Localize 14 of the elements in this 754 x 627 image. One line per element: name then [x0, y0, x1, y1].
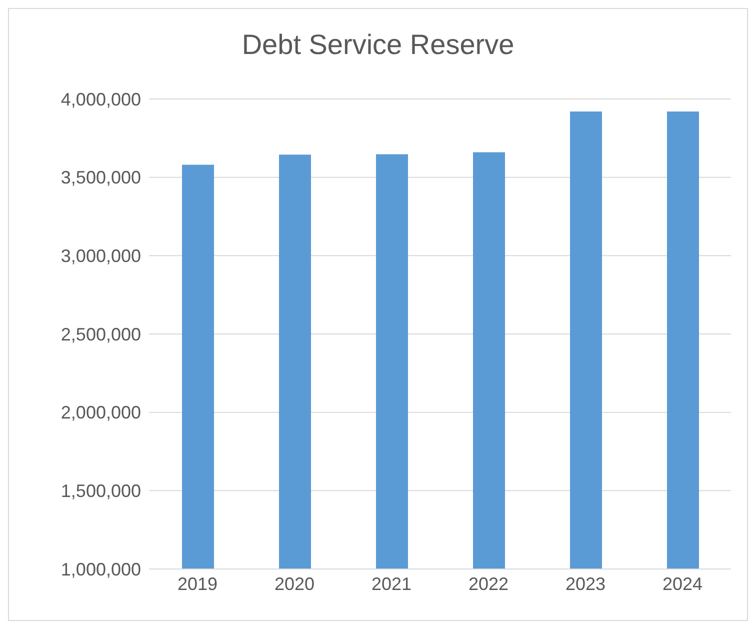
- y-tick-label: 1,000,000: [60, 559, 141, 580]
- y-tick-label: 2,000,000: [60, 402, 141, 423]
- chart-title: Debt Service Reserve: [240, 28, 516, 62]
- x-tick-label: 2021: [371, 574, 412, 594]
- y-tick-label: 4,000,000: [60, 89, 141, 110]
- y-tick-label: 3,000,000: [60, 246, 141, 266]
- y-tick-label: 2,500,000: [60, 324, 141, 344]
- x-tick-label: 2024: [662, 574, 703, 594]
- y-tick-label: 3,500,000: [60, 168, 141, 188]
- x-tick-label: 2023: [565, 574, 606, 594]
- x-tick-label: 2019: [177, 574, 218, 594]
- y-tick-label: 1,500,000: [60, 481, 141, 502]
- x-tick-label: 2020: [274, 574, 315, 594]
- x-tick-label: 2022: [468, 574, 509, 594]
